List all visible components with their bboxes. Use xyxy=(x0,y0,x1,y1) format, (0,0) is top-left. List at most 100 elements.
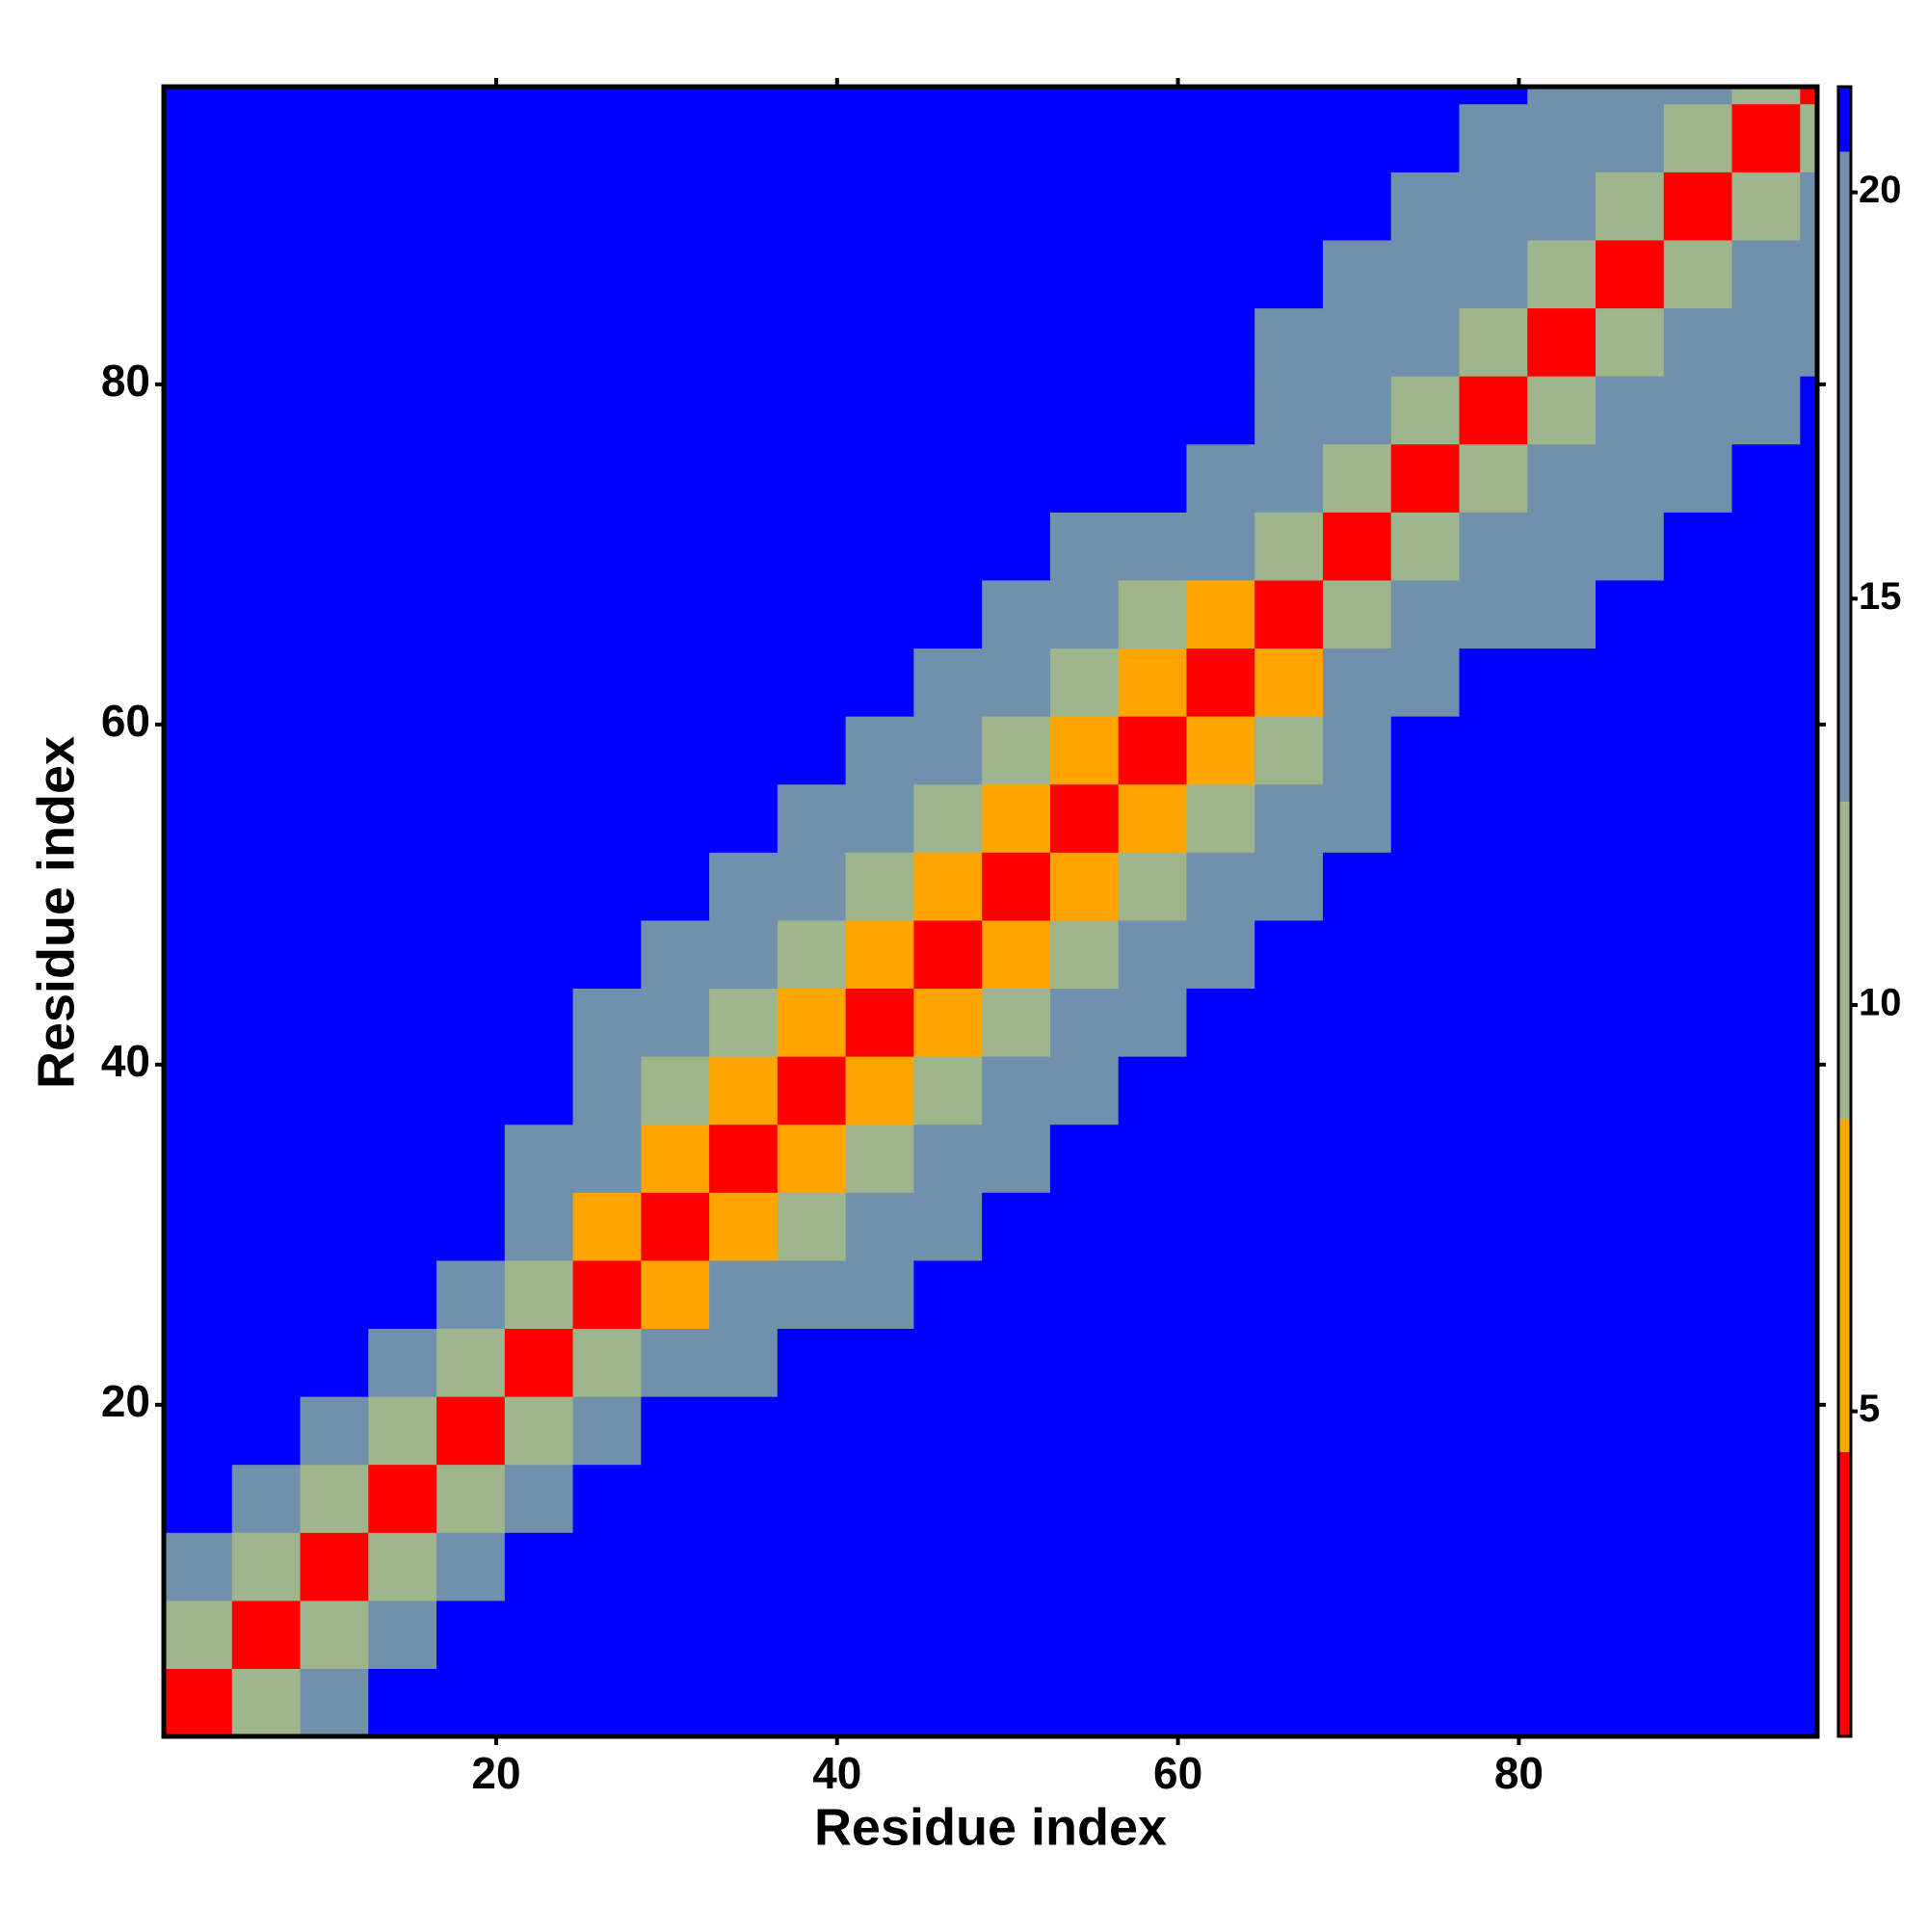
heatmap-cell xyxy=(1390,1056,1461,1125)
heatmap-cell xyxy=(1800,648,1818,717)
heatmap-cell xyxy=(1459,1056,1528,1125)
heatmap-cell xyxy=(164,1396,233,1466)
heatmap-cell xyxy=(1322,579,1392,649)
heatmap-cell xyxy=(709,1532,779,1601)
heatmap-cell xyxy=(1663,1328,1733,1397)
heatmap-cell xyxy=(845,443,914,513)
heatmap-cell xyxy=(709,1464,779,1533)
heatmap-cell xyxy=(1527,87,1597,105)
heatmap-cell xyxy=(845,1600,914,1670)
heatmap-cell xyxy=(368,103,437,172)
heatmap-cell xyxy=(1527,988,1597,1057)
heatmap-cell xyxy=(777,852,847,921)
heatmap-cell xyxy=(1731,172,1801,241)
heatmap-cell xyxy=(300,1056,369,1125)
heatmap-cell xyxy=(368,1259,437,1330)
heatmap-cell xyxy=(164,103,233,172)
heatmap-cell xyxy=(641,988,710,1057)
heatmap-cell xyxy=(1459,716,1528,785)
heatmap-cell xyxy=(1390,579,1461,649)
heatmap-cell xyxy=(368,783,437,853)
heatmap-cell xyxy=(1527,307,1597,377)
heatmap-cell xyxy=(1800,1464,1818,1533)
heatmap-cell xyxy=(368,988,437,1057)
heatmap-cell xyxy=(709,783,779,853)
heatmap-cell xyxy=(1254,376,1324,445)
heatmap-cell xyxy=(1800,172,1818,241)
heatmap-cell xyxy=(641,239,710,309)
heatmap-cell xyxy=(777,783,847,853)
heatmap-cell xyxy=(368,1328,437,1397)
heatmap-cell xyxy=(1459,1124,1528,1193)
heatmap-cell xyxy=(777,1124,847,1193)
heatmap-cell xyxy=(845,716,914,785)
heatmap-cell xyxy=(1731,1124,1801,1193)
heatmap-cell xyxy=(1390,87,1461,105)
heatmap-cell xyxy=(1663,1532,1733,1601)
heatmap-cell xyxy=(436,1124,506,1193)
heatmap-cell xyxy=(913,1532,983,1601)
y-tick-label: 60 xyxy=(101,696,150,746)
heatmap-cell xyxy=(231,648,302,717)
heatmap-cell xyxy=(1049,783,1120,853)
heatmap-cell xyxy=(1322,239,1392,309)
heatmap-cell xyxy=(777,443,847,513)
heatmap-cell xyxy=(300,443,369,513)
heatmap-cell xyxy=(572,648,642,717)
heatmap-cell xyxy=(641,1668,710,1737)
heatmap-cell xyxy=(1731,1192,1801,1261)
heatmap-cell xyxy=(1118,87,1188,105)
heatmap-cell xyxy=(1527,1056,1597,1125)
heatmap-cell xyxy=(1390,919,1461,990)
heatmap-cell xyxy=(231,783,302,853)
heatmap-cell xyxy=(1186,1532,1255,1601)
heatmap-cell xyxy=(1254,1328,1324,1397)
heatmap-cell xyxy=(641,783,710,853)
heatmap-cell xyxy=(1254,239,1324,309)
heatmap-cell xyxy=(368,1396,437,1466)
heatmap-cell xyxy=(504,988,574,1057)
heatmap-cell xyxy=(504,443,574,513)
heatmap-cell xyxy=(1527,1532,1597,1601)
heatmap-cell xyxy=(504,307,574,377)
heatmap-cell xyxy=(1459,172,1528,241)
heatmap-cell xyxy=(1390,783,1461,853)
heatmap-cell xyxy=(231,1464,302,1533)
heatmap-cell xyxy=(641,1600,710,1670)
heatmap-cell xyxy=(231,1056,302,1125)
heatmap-cell xyxy=(1118,1124,1188,1193)
heatmap-cell xyxy=(572,1464,642,1533)
heatmap-cell xyxy=(845,579,914,649)
heatmap-cell xyxy=(913,988,983,1057)
heatmap-cell xyxy=(913,307,983,377)
heatmap-cell xyxy=(1254,1192,1324,1261)
heatmap-cell xyxy=(164,783,233,853)
heatmap-cell xyxy=(164,376,233,445)
heatmap-cell xyxy=(1118,1056,1188,1125)
heatmap-cell xyxy=(1596,443,1665,513)
colorbar-segment xyxy=(1838,87,1851,152)
heatmap-cell xyxy=(641,443,710,513)
heatmap-cell xyxy=(1049,1396,1120,1466)
heatmap-cell xyxy=(1254,307,1324,377)
heatmap-cell xyxy=(1527,1600,1597,1670)
heatmap-cell xyxy=(1731,376,1801,445)
heatmap-cell xyxy=(1049,1328,1120,1397)
heatmap-cell xyxy=(164,1259,233,1330)
heatmap-cell xyxy=(1322,919,1392,990)
colorbar-segment xyxy=(1838,1119,1851,1452)
heatmap-cell xyxy=(1186,988,1255,1057)
heatmap-cell xyxy=(709,103,779,172)
heatmap-cell xyxy=(300,1328,369,1397)
colorbar-tick-label: 5 xyxy=(1859,1388,1880,1430)
heatmap-cell xyxy=(1527,716,1597,785)
heatmap-cell xyxy=(1596,512,1665,581)
heatmap-cell xyxy=(1390,716,1461,785)
heatmap-cell xyxy=(300,1396,369,1466)
heatmap-cell xyxy=(1049,1532,1120,1601)
heatmap-cell xyxy=(504,172,574,241)
heatmap-cell xyxy=(504,1396,574,1466)
heatmap-cell xyxy=(300,103,369,172)
heatmap-cell xyxy=(231,579,302,649)
